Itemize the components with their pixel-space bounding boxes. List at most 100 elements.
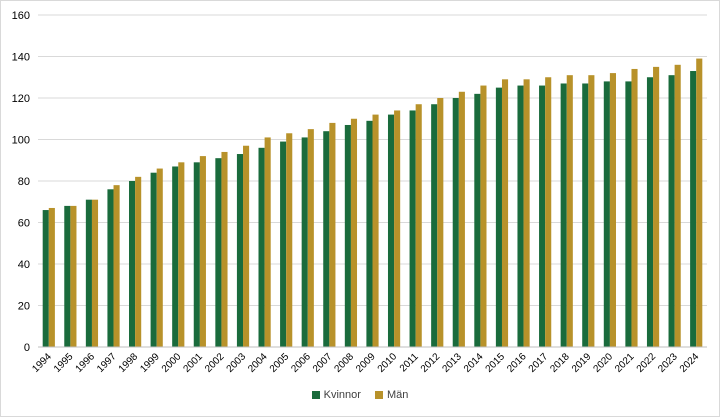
bar-man-2021 — [631, 68, 638, 347]
bar-man-2004 — [264, 137, 271, 347]
bar-kvinnor-2008 — [344, 124, 351, 347]
bar-kvinnor-2018 — [560, 83, 567, 347]
bar-kvinnor-2006 — [301, 137, 308, 347]
bar-kvinnor-2015 — [495, 87, 502, 348]
bar-man-2009 — [372, 114, 379, 347]
legend-item-kvinnor: Kvinnor — [311, 389, 361, 401]
x-tick-label: 2018 — [548, 351, 572, 375]
bar-man-2013 — [458, 91, 465, 348]
x-tick-label: 2002 — [203, 351, 227, 375]
x-tick-label: 2023 — [656, 351, 680, 375]
x-tick-label: 2015 — [484, 351, 508, 375]
x-tick-label: 2001 — [181, 351, 205, 375]
x-tick-label: 2008 — [333, 351, 357, 375]
bar-man-2024 — [696, 58, 703, 347]
x-tick-label: 2006 — [289, 351, 313, 375]
bar-kvinnor-2012 — [431, 104, 438, 347]
x-tick-label: 1996 — [74, 351, 98, 375]
legend-swatch-man — [374, 391, 383, 399]
x-tick-label: 2012 — [419, 351, 443, 375]
legend-swatch-kvinnor — [311, 391, 320, 399]
bar-kvinnor-1995 — [64, 205, 71, 347]
bar-kvinnor-1999 — [150, 172, 157, 347]
bar-man-2003 — [243, 145, 250, 347]
x-tick-label: 2020 — [591, 351, 615, 375]
bar-kvinnor-2010 — [387, 114, 395, 347]
bar-kvinnor-2021 — [625, 81, 632, 348]
legend-label-man: Män — [386, 389, 409, 401]
bar-man-2011 — [415, 104, 422, 347]
bar-man-2008 — [350, 118, 358, 347]
y-tick-label: 60 — [18, 218, 30, 230]
bar-man-2007 — [329, 122, 336, 348]
bar-man-2005 — [286, 133, 293, 347]
bar-kvinnor-2013 — [452, 98, 459, 347]
bar-man-1996 — [91, 199, 99, 347]
bar-kvinnor-2022 — [646, 77, 654, 347]
y-tick-label: 160 — [12, 10, 30, 22]
bar-man-2022 — [653, 66, 660, 348]
x-tick-label: 1997 — [95, 351, 119, 375]
y-tick-label: 40 — [18, 259, 30, 271]
bar-man-2000 — [178, 162, 185, 347]
bar-kvinnor-2016 — [517, 85, 524, 348]
bar-kvinnor-2017 — [539, 85, 546, 348]
bar-man-2020 — [609, 73, 616, 347]
x-tick-label: 2014 — [462, 351, 486, 375]
bar-man-2016 — [523, 79, 530, 347]
bar-man-1999 — [156, 168, 163, 347]
y-tick-label: 0 — [24, 342, 30, 354]
bar-kvinnor-2009 — [366, 120, 373, 347]
y-tick-label: 140 — [12, 52, 30, 64]
bar-man-1997 — [113, 185, 120, 347]
bar-man-1998 — [135, 176, 142, 347]
x-tick-label: 2017 — [527, 351, 551, 375]
bar-man-2002 — [221, 151, 228, 347]
x-tick-label: 1999 — [138, 351, 162, 375]
bar-man-2018 — [566, 75, 573, 348]
bar-man-2015 — [501, 79, 509, 347]
x-tick-label: 1998 — [117, 351, 141, 375]
bar-man-2012 — [437, 98, 444, 347]
bar-kvinnor-2002 — [215, 158, 222, 347]
bar-man-2019 — [588, 75, 595, 348]
x-tick-label: 2013 — [440, 351, 464, 375]
bar-kvinnor-1998 — [129, 181, 136, 347]
legend-item-man: Män — [374, 389, 409, 401]
bar-man-2006 — [307, 129, 314, 348]
bar-kvinnor-2024 — [690, 71, 697, 348]
x-tick-label: 2011 — [398, 351, 421, 374]
bar-kvinnor-2001 — [193, 162, 200, 347]
x-tick-label: 2004 — [246, 351, 270, 375]
x-tick-label: 2010 — [376, 351, 400, 375]
x-tick-label: 2003 — [225, 351, 249, 375]
bar-kvinnor-2007 — [323, 131, 330, 347]
x-tick-label: 2019 — [570, 351, 594, 375]
bar-man-1994 — [48, 207, 55, 347]
y-tick-label: 80 — [18, 176, 30, 188]
bar-kvinnor-2019 — [582, 83, 589, 347]
x-tick-label: 2021 — [613, 351, 637, 375]
x-tick-label: 2005 — [268, 351, 292, 375]
bar-man-2017 — [545, 77, 552, 347]
bar-chart: 0204060801001201401601994199519961997199… — [12, 10, 707, 375]
bar-kvinnor-2023 — [668, 75, 675, 348]
x-tick-label: 1995 — [52, 351, 76, 375]
y-tick-label: 100 — [12, 135, 30, 147]
bar-kvinnor-2005 — [280, 141, 287, 347]
bar-kvinnor-1994 — [42, 210, 49, 347]
y-tick-label: 120 — [12, 93, 30, 105]
bar-kvinnor-2003 — [236, 154, 244, 347]
bar-man-1995 — [70, 205, 77, 347]
legend-label-kvinnor: Kvinnor — [323, 389, 361, 401]
bar-man-2010 — [394, 110, 401, 347]
bar-man-2023 — [674, 64, 681, 348]
bar-kvinnor-1997 — [107, 189, 114, 347]
x-tick-label: 2009 — [354, 351, 378, 375]
y-tick-label: 20 — [18, 301, 30, 313]
bar-kvinnor-2011 — [409, 110, 416, 347]
bar-kvinnor-2014 — [474, 93, 481, 347]
bar-man-2014 — [480, 85, 487, 348]
bar-kvinnor-2020 — [603, 81, 610, 348]
